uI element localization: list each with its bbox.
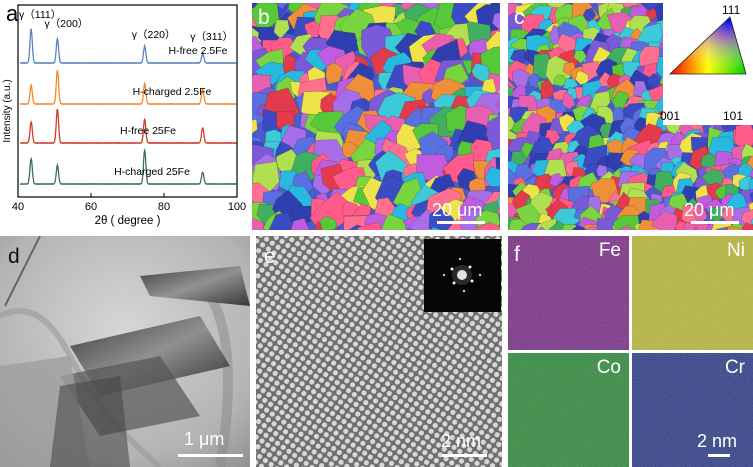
ipf-label-111: 111: [722, 3, 741, 17]
scale-label-c: 20 μm: [684, 200, 735, 220]
series-label: H-free 2.5Fe: [169, 45, 228, 57]
panel-label-c: c: [514, 6, 525, 29]
scale-label-d: 1 μm: [184, 429, 225, 449]
ebsd-map-c: c 111 001 101 20 μm: [508, 3, 753, 230]
ebsd-map-b: b 20 μm: [252, 3, 500, 230]
scale-bar-e: [442, 454, 487, 457]
fft-diffraction-pattern: [442, 257, 482, 293]
eds-element-label: Ni: [727, 240, 745, 261]
x-tick-label: 60: [85, 201, 97, 213]
ipf-legend: 111 001 101: [660, 3, 753, 125]
hrtem-image-e: e 2 nm: [256, 236, 502, 467]
y-axis-label: Intensity (a.u.): [2, 79, 13, 142]
eds-map-cr: Cr: [632, 353, 753, 467]
scale-label-b: 20 μm: [432, 200, 483, 220]
series-line: [19, 147, 237, 186]
scale-label-e: 2 nm: [441, 431, 482, 451]
x-tick-label: 100: [228, 201, 246, 213]
scale-bar-b: [437, 221, 485, 224]
ipf-label-101: 101: [723, 109, 744, 123]
eds-map-grid: Fe Ni Co Cr: [508, 236, 753, 467]
x-axis-label: 2θ ( degree ): [95, 215, 161, 227]
panel-label-e: e: [264, 245, 276, 268]
peak-label: γ（311）: [190, 31, 233, 43]
series-label: H-charged 25Fe: [114, 166, 190, 178]
peak-label: γ（111）: [19, 9, 61, 21]
series-line: [20, 108, 237, 145]
xrd-panel: 40 60 80 100 2θ ( degree ) Intensity (a.u.) H-…: [0, 0, 250, 230]
scale-bar-c: [691, 221, 739, 224]
eds-element-label: Cr: [724, 357, 745, 378]
peak-label: γ（200）: [45, 18, 89, 30]
scale-label-f: 2 nm: [697, 431, 738, 451]
eds-element-label: Fe: [598, 240, 621, 261]
tem-bright-field: [0, 236, 250, 467]
panel-label-a: a: [6, 1, 19, 26]
ebsd-grain-image-b: [252, 3, 500, 230]
series-label: H-charged 2.5Fe: [133, 86, 212, 98]
ipf-label-001: 001: [660, 109, 681, 123]
ipf-triangle: [668, 16, 747, 75]
x-tick-label: 40: [12, 201, 24, 213]
x-tick-label: 80: [158, 201, 170, 213]
xrd-chart: 40 60 80 100 2θ ( degree ) Intensity (a.u.) H-…: [2, 4, 246, 227]
eds-map-ni: Ni: [632, 236, 753, 350]
panel-label-d: d: [8, 245, 20, 268]
peak-label: γ（220）: [132, 29, 176, 41]
eds-maps-f: Fe Ni Co Cr f 2 nm: [508, 236, 753, 467]
plot-frame: [17, 4, 238, 198]
scale-bar-f: [708, 454, 730, 457]
panel-label-f: f: [514, 243, 520, 266]
panel-label-b: b: [258, 6, 270, 29]
series-line: [19, 70, 238, 106]
series-line: [19, 28, 237, 65]
scale-bar-d: [178, 454, 243, 457]
tem-image-d: d 1 μm: [0, 236, 250, 467]
series-label: H-free 25Fe: [120, 125, 176, 137]
eds-map-fe: Fe: [508, 236, 629, 350]
eds-map-co: Co: [508, 353, 629, 467]
fft-inset: [424, 239, 501, 312]
eds-element-label: Co: [596, 357, 621, 378]
